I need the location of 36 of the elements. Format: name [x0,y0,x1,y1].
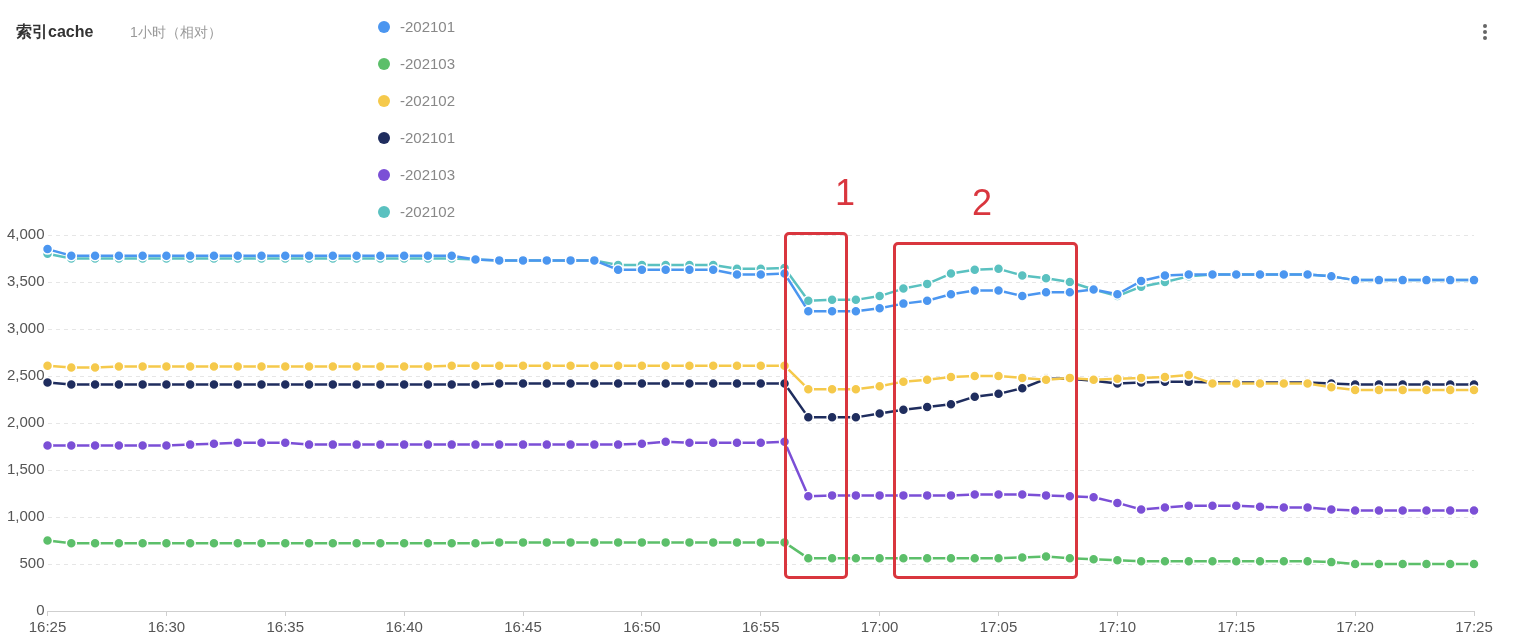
point [1064,276,1076,288]
text: 1 [835,172,856,214]
point [873,290,886,302]
x-tick-label: 17:10 [1098,618,1137,636]
legend-label: -202101 [400,18,456,35]
x-tick-label: 17:00 [860,618,899,636]
legend-label: -202102 [400,92,456,109]
y-tick-label: 1,500 [6,460,45,478]
x-tick-label: 17:05 [979,618,1018,636]
legend-label: -202103 [400,166,456,183]
y-tick-label: 1,000 [6,507,45,525]
x-tick-label: 16:55 [741,618,780,636]
x-tick-label: 16:45 [504,618,542,636]
x-tick-label: 16:25 [28,618,67,636]
y-tick-label: 3,500 [6,272,45,290]
x-tick-label: 17:15 [1217,618,1256,636]
chart-subtitle: 1小时（相对） [130,24,222,42]
x-tick-label: 17:20 [1336,618,1374,636]
y-tick-label: 4,000 [6,225,45,243]
x-tick-label: 16:40 [385,618,423,636]
y-tick-label: 2,500 [6,366,45,384]
legend-label: -202103 [400,55,456,72]
point [921,278,933,290]
x-tick-label: 16:30 [147,618,186,636]
x-tick-label: 17:25 [1455,618,1493,636]
x-tick-label: 16:35 [266,618,305,636]
text: 2 [972,182,993,224]
y-tick-label: 500 [19,554,45,572]
x-tick-label: 16:50 [623,618,661,636]
y-tick-label: 0 [36,601,45,619]
legend-label: -202101 [400,129,456,146]
chart-title: 索引cache [16,22,94,42]
point [921,401,933,413]
legend-label: -202102 [400,203,456,220]
y-tick-label: 3,000 [6,319,45,337]
y-tick-label: 2,000 [6,413,45,431]
